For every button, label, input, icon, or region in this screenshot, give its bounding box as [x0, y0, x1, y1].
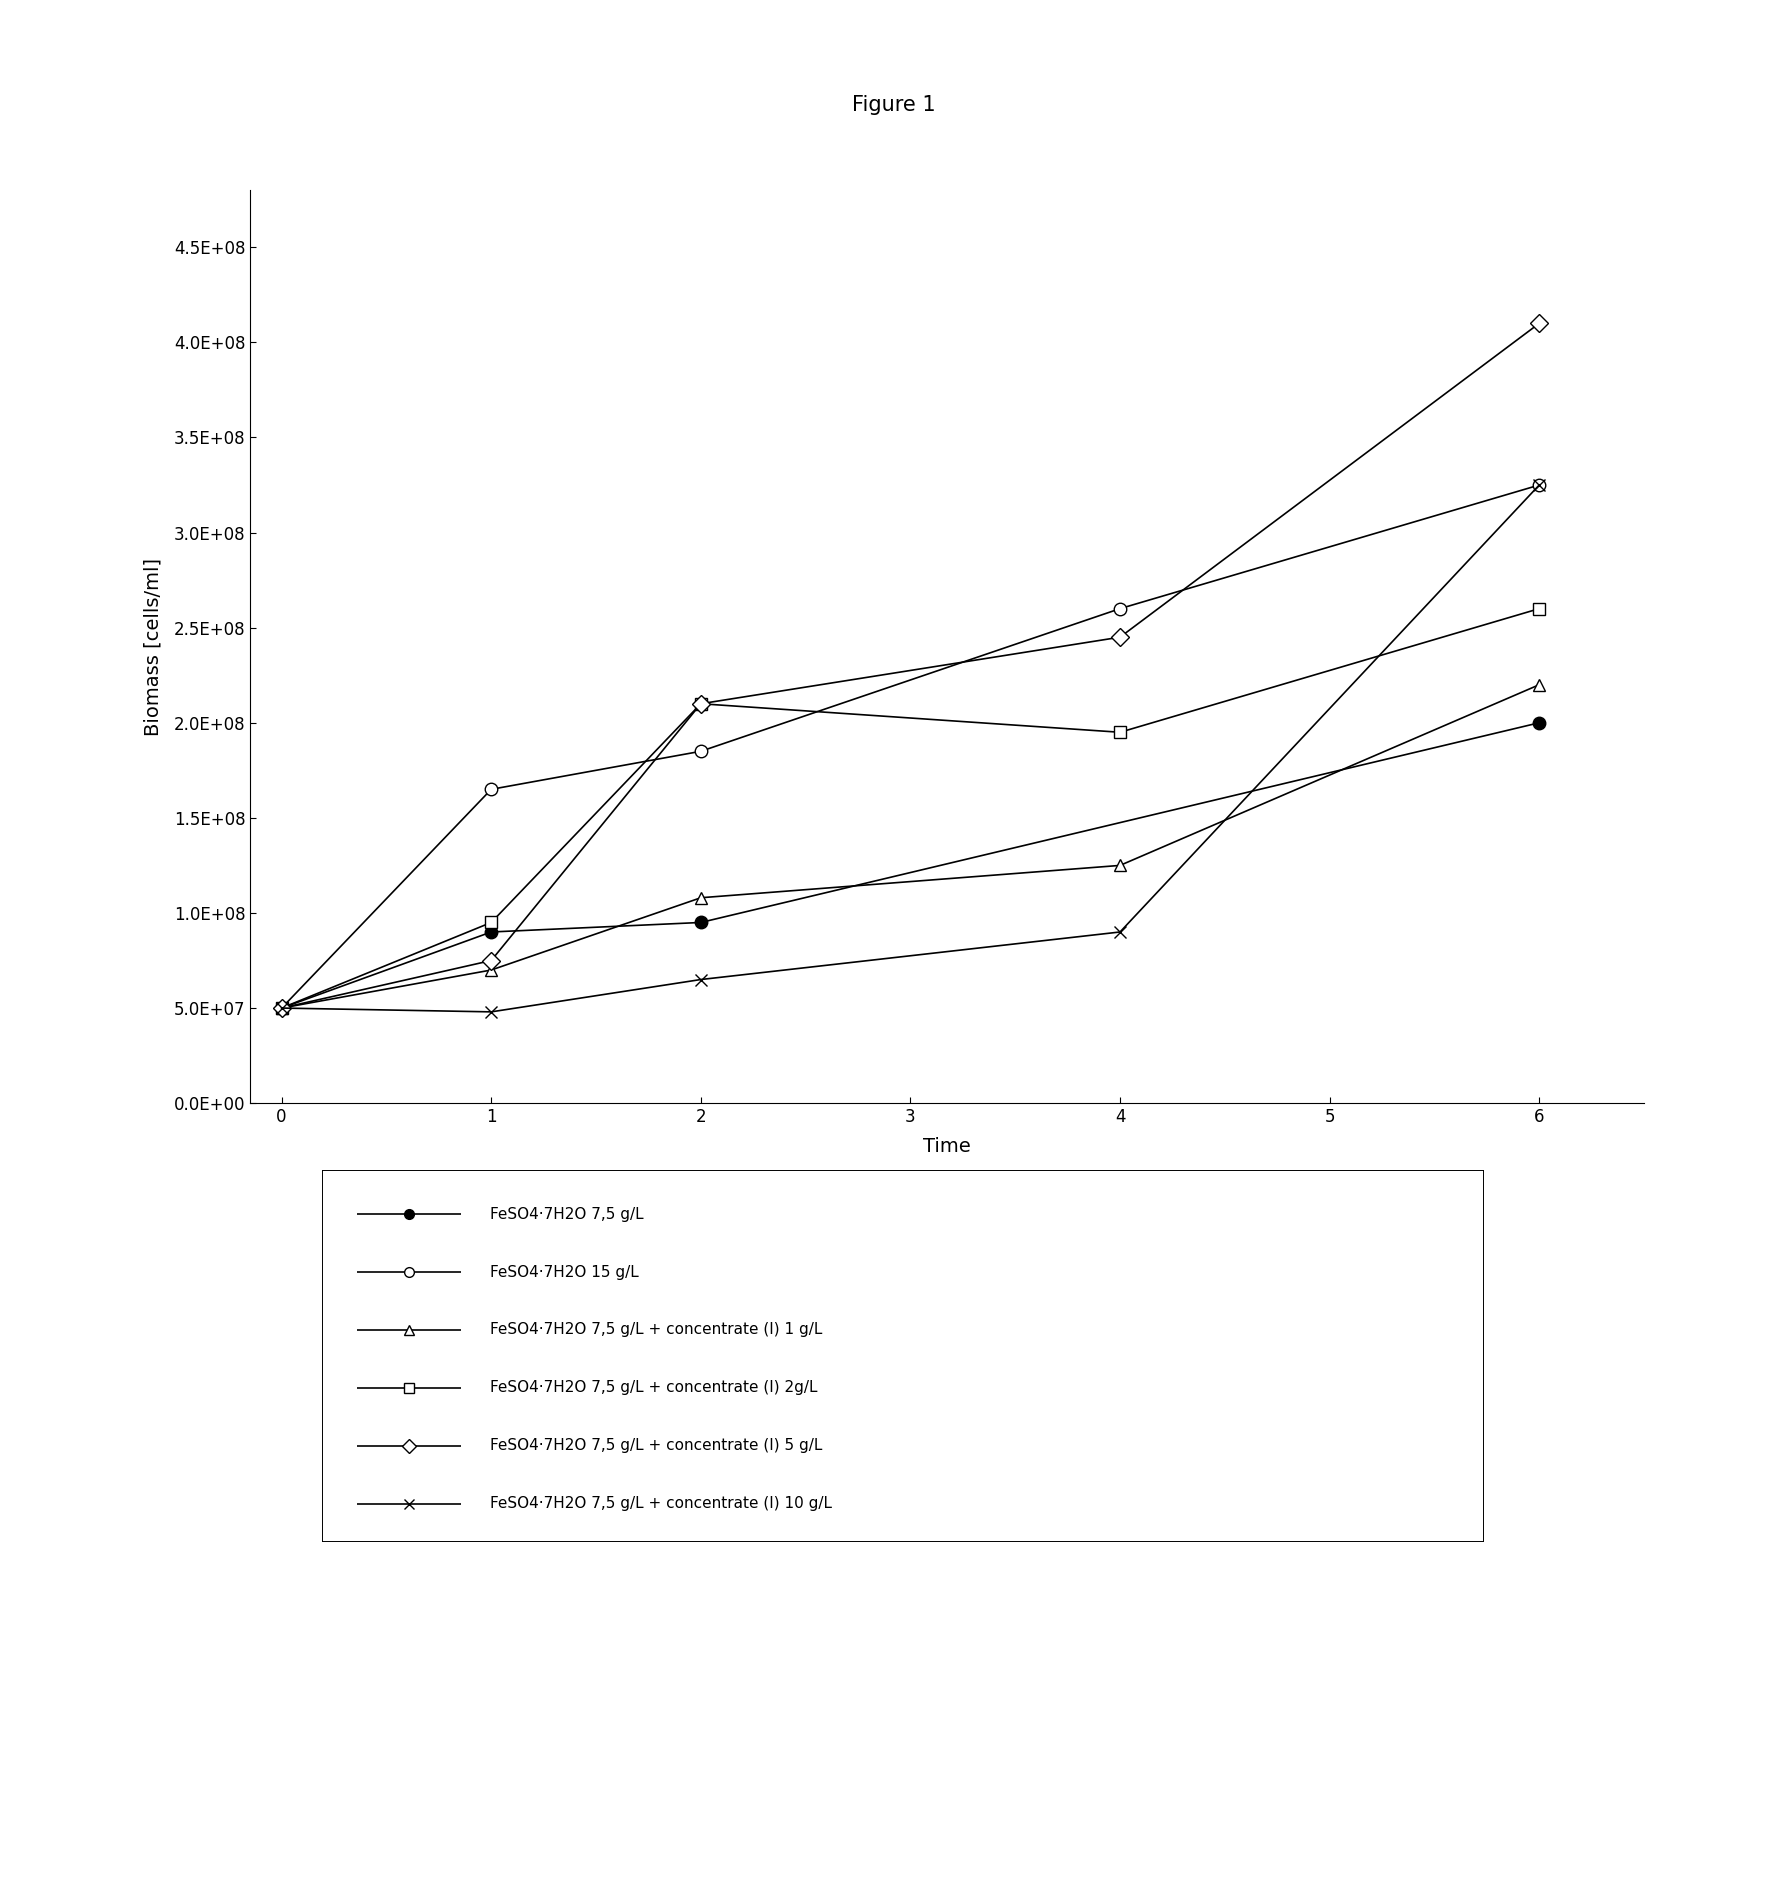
FeSO4·7H2O 7,5 g/L + concentrate (I) 2g/L [481, 911, 502, 934]
FeSO4·7H2O 7,5 g/L + concentrate (I) 1 g/L [1528, 673, 1549, 696]
FeSO4·7H2O 7,5 g/L [690, 911, 711, 934]
Line: FeSO4·7H2O 7,5 g/L: FeSO4·7H2O 7,5 g/L [275, 717, 1546, 1014]
FeSO4·7H2O 7,5 g/L [1528, 711, 1549, 734]
FeSO4·7H2O 7,5 g/L [481, 921, 502, 943]
FeSO4·7H2O 7,5 g/L + concentrate (I) 2g/L [1528, 597, 1549, 620]
FeSO4·7H2O 7,5 g/L + concentrate (I) 2g/L [1110, 721, 1131, 744]
FeSO4·7H2O 7,5 g/L + concentrate (I) 2g/L [272, 997, 293, 1019]
FeSO4·7H2O 7,5 g/L + concentrate (I) 1 g/L [690, 886, 711, 909]
FeSO4·7H2O 7,5 g/L + concentrate (I) 10 g/L [690, 968, 711, 991]
Text: FeSO4·7H2O 15 g/L: FeSO4·7H2O 15 g/L [490, 1265, 638, 1280]
FeSO4·7H2O 7,5 g/L + concentrate (I) 5 g/L [690, 692, 711, 715]
FeSO4·7H2O 7,5 g/L + concentrate (I) 5 g/L [481, 949, 502, 972]
Text: FeSO4·7H2O 7,5 g/L + concentrate (I) 1 g/L: FeSO4·7H2O 7,5 g/L + concentrate (I) 1 g… [490, 1322, 822, 1337]
FeSO4·7H2O 7,5 g/L + concentrate (I) 10 g/L [481, 1000, 502, 1023]
FeSO4·7H2O 7,5 g/L + concentrate (I) 1 g/L [481, 959, 502, 981]
FeSO4·7H2O 7,5 g/L + concentrate (I) 5 g/L [272, 997, 293, 1019]
FeSO4·7H2O 15 g/L [272, 997, 293, 1019]
Line: FeSO4·7H2O 7,5 g/L + concentrate (I) 5 g/L: FeSO4·7H2O 7,5 g/L + concentrate (I) 5 g… [275, 318, 1546, 1014]
Text: FeSO4·7H2O 7,5 g/L + concentrate (I) 5 g/L: FeSO4·7H2O 7,5 g/L + concentrate (I) 5 g… [490, 1438, 822, 1453]
FeSO4·7H2O 7,5 g/L + concentrate (I) 10 g/L [272, 997, 293, 1019]
FeSO4·7H2O 7,5 g/L + concentrate (I) 5 g/L [1110, 626, 1131, 649]
X-axis label: Time: Time [924, 1137, 970, 1156]
Y-axis label: Biomass [cells/ml]: Biomass [cells/ml] [143, 557, 163, 736]
FeSO4·7H2O 15 g/L [1528, 474, 1549, 496]
FeSO4·7H2O 15 g/L [481, 778, 502, 801]
Line: FeSO4·7H2O 7,5 g/L + concentrate (I) 1 g/L: FeSO4·7H2O 7,5 g/L + concentrate (I) 1 g… [275, 679, 1546, 1014]
FeSO4·7H2O 7,5 g/L + concentrate (I) 10 g/L [1528, 474, 1549, 496]
FeSO4·7H2O 7,5 g/L + concentrate (I) 1 g/L [272, 997, 293, 1019]
Text: FeSO4·7H2O 7,5 g/L + concentrate (I) 10 g/L: FeSO4·7H2O 7,5 g/L + concentrate (I) 10 … [490, 1497, 833, 1510]
FeSO4·7H2O 15 g/L [1110, 597, 1131, 620]
FeSO4·7H2O 7,5 g/L + concentrate (I) 1 g/L [1110, 854, 1131, 877]
FeSO4·7H2O 15 g/L [690, 740, 711, 763]
Text: Figure 1: Figure 1 [852, 95, 935, 114]
FeSO4·7H2O 7,5 g/L + concentrate (I) 10 g/L [1110, 921, 1131, 943]
Text: FeSO4·7H2O 7,5 g/L + concentrate (I) 2g/L: FeSO4·7H2O 7,5 g/L + concentrate (I) 2g/… [490, 1381, 818, 1396]
Line: FeSO4·7H2O 15 g/L: FeSO4·7H2O 15 g/L [275, 479, 1546, 1014]
Text: FeSO4·7H2O 7,5 g/L: FeSO4·7H2O 7,5 g/L [490, 1206, 643, 1221]
FeSO4·7H2O 7,5 g/L [272, 997, 293, 1019]
FeSO4·7H2O 7,5 g/L + concentrate (I) 5 g/L [1528, 312, 1549, 335]
Line: FeSO4·7H2O 7,5 g/L + concentrate (I) 10 g/L: FeSO4·7H2O 7,5 g/L + concentrate (I) 10 … [275, 479, 1546, 1018]
Line: FeSO4·7H2O 7,5 g/L + concentrate (I) 2g/L: FeSO4·7H2O 7,5 g/L + concentrate (I) 2g/… [275, 603, 1546, 1014]
FeSO4·7H2O 7,5 g/L + concentrate (I) 2g/L [690, 692, 711, 715]
